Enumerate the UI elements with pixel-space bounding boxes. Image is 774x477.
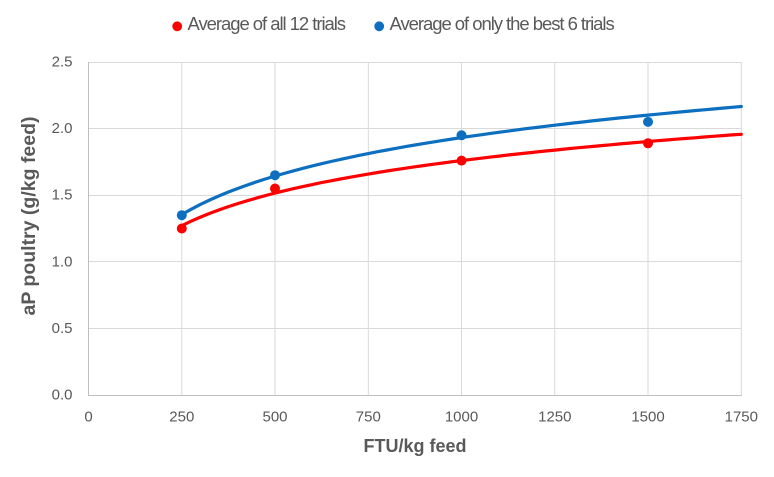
- svg-text:0.0: 0.0: [52, 387, 73, 404]
- svg-text:500: 500: [262, 409, 287, 426]
- svg-text:2.0: 2.0: [52, 120, 73, 137]
- svg-text:0.5: 0.5: [52, 320, 73, 337]
- svg-text:1.5: 1.5: [52, 187, 73, 204]
- svg-text:aP poultry (g/kg feed): aP poultry (g/kg feed): [18, 117, 40, 316]
- svg-text:1000: 1000: [445, 409, 478, 426]
- svg-text:250: 250: [169, 409, 194, 426]
- svg-text:FTU/kg feed: FTU/kg feed: [363, 436, 466, 456]
- svg-text:1750: 1750: [725, 409, 758, 426]
- svg-text:1500: 1500: [631, 409, 664, 426]
- svg-text:1.0: 1.0: [52, 253, 73, 270]
- svg-text:Average of all 12 trials: Average of all 12 trials: [188, 13, 346, 34]
- svg-text:750: 750: [356, 409, 381, 426]
- svg-text:2.5: 2.5: [52, 54, 73, 71]
- svg-text:Average of only the best 6 tri: Average of only the best 6 trials: [390, 13, 615, 34]
- svg-text:1250: 1250: [538, 409, 571, 426]
- svg-text:0: 0: [84, 409, 92, 426]
